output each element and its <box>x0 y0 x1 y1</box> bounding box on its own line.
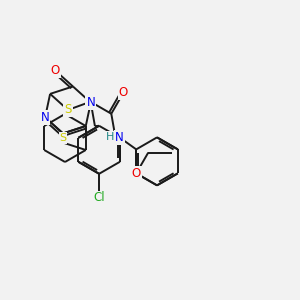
Text: O: O <box>50 64 60 77</box>
Text: N: N <box>41 111 50 124</box>
Text: Cl: Cl <box>93 191 105 205</box>
Text: O: O <box>119 86 128 99</box>
Text: S: S <box>59 133 67 143</box>
Text: N: N <box>86 96 95 109</box>
Text: O: O <box>132 167 141 180</box>
Text: H: H <box>106 132 115 142</box>
Text: S: S <box>64 103 72 116</box>
Text: N: N <box>115 131 124 144</box>
